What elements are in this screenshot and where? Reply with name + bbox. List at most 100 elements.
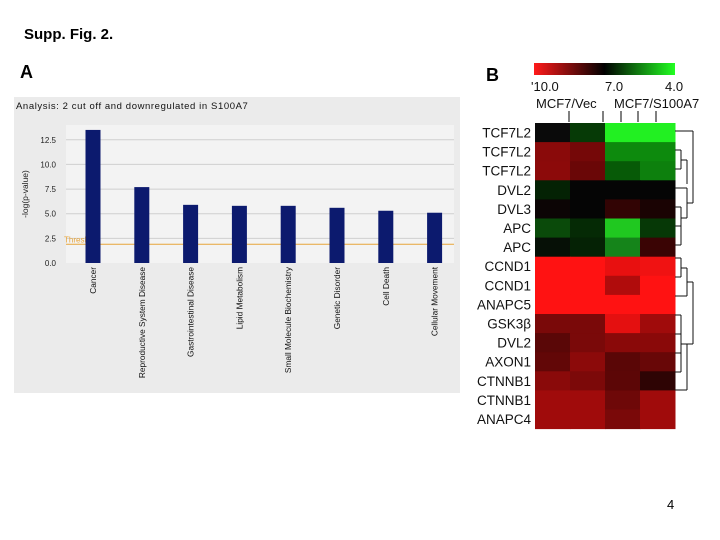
scale-label: '10.0 — [531, 79, 559, 94]
heatmap-cell — [605, 314, 641, 334]
row-label: DVL2 — [497, 183, 531, 198]
figure-title: Supp. Fig. 2. — [24, 26, 114, 43]
row-label: ANAPC5 — [477, 297, 531, 312]
heatmap-cell — [640, 333, 676, 353]
category-label: Cellular Movement — [430, 266, 440, 336]
row-label: GSK3β — [487, 317, 531, 332]
heatmap-cell — [535, 275, 571, 296]
panel-b-label: B — [486, 65, 499, 85]
bar — [183, 204, 199, 263]
heatmap-cell — [640, 352, 676, 372]
category-label: Cancer — [88, 267, 98, 294]
heatmap-cell — [605, 218, 641, 239]
bar — [134, 187, 150, 263]
heatmap-cell — [570, 275, 606, 296]
row-label: TCF7L2 — [482, 145, 531, 160]
heatmap-cell — [640, 199, 676, 219]
bar-chart: 0.0 2.5 5.0 7.5 10.0 12.5 -log(p-value) Thresho… — [20, 125, 454, 379]
chart-title: Analysis: 2 cut off and downregulated in… — [16, 101, 249, 112]
heatmap-cell — [605, 180, 641, 200]
row-label: CTNNB1 — [477, 374, 531, 389]
y-tick-label: 0.0 — [45, 259, 57, 268]
row-label: APC — [503, 240, 531, 255]
row-label: ANAPC4 — [477, 412, 532, 427]
heatmap-cell — [605, 161, 641, 181]
heatmap-cell — [570, 142, 606, 162]
heatmap-cell — [535, 352, 571, 372]
heatmap-cell — [640, 218, 676, 239]
heatmap-cell — [535, 199, 571, 219]
heatmap-cell — [570, 161, 606, 181]
heatmap-cell — [605, 199, 641, 219]
heatmap-cell — [640, 314, 676, 334]
column-group-label: MCF7/S100A7 — [614, 96, 699, 111]
row-label: DVL2 — [497, 336, 531, 351]
category-label: Cell Death — [381, 267, 391, 306]
heatmap-cell — [570, 199, 606, 219]
category-label: Small Molecule Biochemistry — [283, 266, 293, 373]
heatmap-cell — [640, 371, 676, 391]
heatmap-cell — [570, 180, 606, 200]
heatmap-cell — [535, 161, 571, 181]
heatmap-cell — [640, 237, 676, 258]
heatmap-cell — [570, 352, 606, 372]
heatmap-cell — [640, 409, 676, 430]
heatmap-cell — [535, 371, 571, 391]
bar-chart-panel: Analysis: 2 cut off and downregulated in… — [14, 97, 460, 393]
bar — [231, 205, 247, 263]
heatmap-cell — [605, 409, 641, 430]
row-label: CTNNB1 — [477, 393, 531, 408]
heatmap-cell — [640, 180, 676, 200]
threshold-label: Threshold — [64, 235, 100, 244]
heatmap-cell — [570, 409, 606, 430]
bar — [427, 212, 443, 263]
heatmap-cell — [640, 123, 676, 143]
row-label: TCF7L2 — [482, 126, 531, 141]
heatmap-cell — [570, 123, 606, 143]
heatmap-cell — [640, 161, 676, 181]
color-scale-bar — [534, 63, 675, 75]
row-label: CCND1 — [484, 259, 531, 274]
heatmap-cell — [605, 142, 641, 162]
y-axis-title: -log(p-value) — [20, 170, 30, 218]
bar — [378, 210, 394, 263]
heatmap-cell — [605, 123, 641, 143]
heatmap-cell — [640, 275, 676, 296]
bar — [85, 129, 101, 263]
heatmap-cell — [570, 256, 606, 277]
heatmap-cell — [570, 333, 606, 353]
heatmap-cell — [535, 218, 571, 239]
heatmap-cell — [605, 390, 641, 410]
y-tick-label: 2.5 — [45, 234, 57, 243]
panel-a-label: A — [20, 62, 33, 82]
heatmap-cell — [535, 294, 571, 315]
y-tick-label: 7.5 — [45, 185, 57, 194]
category-label: Lipid Metabolism — [234, 267, 244, 329]
heatmap-cell — [535, 256, 571, 277]
row-label: APC — [503, 221, 531, 236]
page-number: 4 — [667, 497, 675, 512]
heatmap-cell — [570, 218, 606, 239]
heatmap-cell — [535, 409, 571, 430]
column-group-label: MCF7/Vec — [536, 96, 597, 111]
heatmap-cell — [570, 314, 606, 334]
heatmap-cell — [640, 142, 676, 162]
heatmap-cell — [535, 180, 571, 200]
heatmap-cell — [535, 333, 571, 353]
bar — [280, 205, 296, 263]
category-label: Reproductive System Disease — [137, 267, 147, 379]
row-label: AXON1 — [485, 355, 531, 370]
heatmap-cell — [640, 390, 676, 410]
category-label: Gastrointestinal Disease — [186, 267, 196, 357]
heatmap-cell — [640, 294, 676, 315]
y-tick-label: 10.0 — [40, 160, 56, 169]
heatmap-cell — [570, 294, 606, 315]
heatmap-cell — [605, 294, 641, 315]
heatmap-cell — [605, 333, 641, 353]
heatmap-cell — [605, 237, 641, 258]
heatmap-cell — [570, 390, 606, 410]
heatmap-cell — [605, 275, 641, 296]
heatmap-cell — [570, 371, 606, 391]
heatmap-cell — [605, 371, 641, 391]
